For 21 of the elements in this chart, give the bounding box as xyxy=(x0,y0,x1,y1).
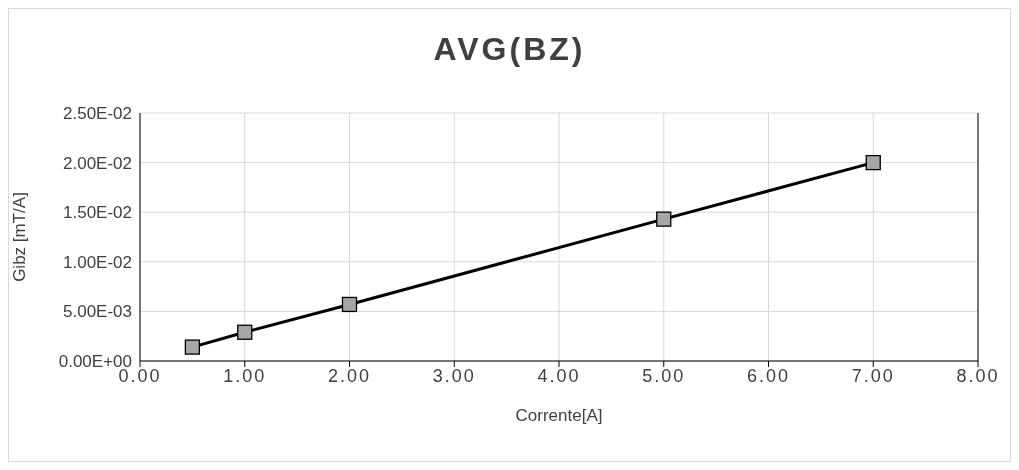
y-tick-label: 2.00E-02 xyxy=(63,153,132,173)
y-tick-label: 1.00E-02 xyxy=(63,252,132,272)
x-tick-label: 2.00 xyxy=(327,365,372,386)
y-tick-label: 5.00E-03 xyxy=(63,302,132,322)
x-tick-label: 6.00 xyxy=(746,365,791,386)
y-axis-title: Gibz [mT/A] xyxy=(10,192,30,282)
x-tick-label: 1.00 xyxy=(223,365,267,386)
point xyxy=(656,211,672,227)
point xyxy=(865,154,881,171)
point xyxy=(184,339,201,355)
y-tick-label: 2.50E-02 xyxy=(63,104,132,124)
point xyxy=(237,324,253,340)
x-tick-label: 4.00 xyxy=(537,365,581,386)
x-axis-title: Corrente[A] xyxy=(515,406,603,426)
point xyxy=(341,296,358,313)
x-tick-label: 5.00 xyxy=(642,365,686,386)
y-tick-label: 1.50E-02 xyxy=(63,203,132,223)
x-tick-label: 8.00 xyxy=(956,365,1000,386)
x-tick-label: 7.00 xyxy=(851,365,895,386)
x-tick-label: 3.00 xyxy=(432,365,476,386)
chart-title: AVG(BZ) xyxy=(432,31,587,68)
